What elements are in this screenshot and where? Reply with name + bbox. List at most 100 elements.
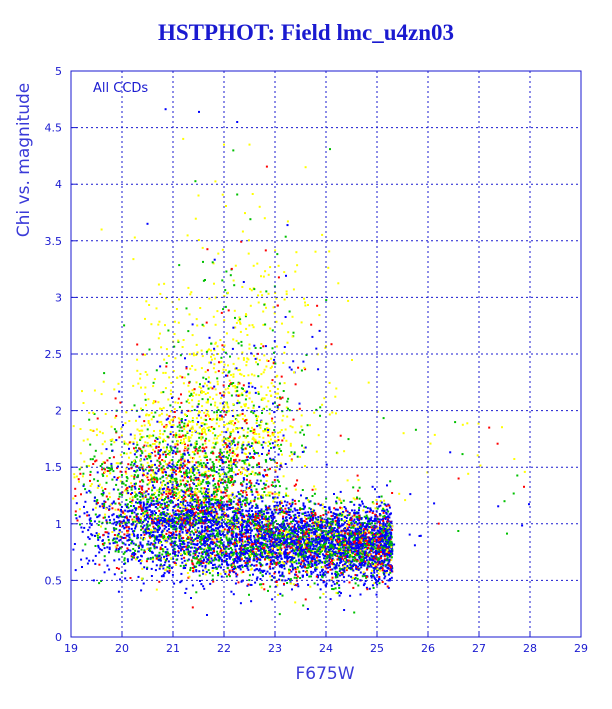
data-point (166, 570, 169, 573)
data-point (389, 521, 392, 524)
data-point (269, 531, 272, 534)
data-point (313, 558, 316, 561)
data-point (308, 575, 311, 578)
data-point (356, 542, 359, 545)
data-point (332, 520, 334, 523)
data-point (262, 544, 264, 547)
data-point (341, 557, 344, 560)
data-point (230, 538, 233, 541)
data-point (198, 570, 201, 573)
data-point (350, 534, 353, 537)
data-point (386, 557, 389, 560)
data-point (181, 561, 184, 564)
data-point (365, 506, 367, 509)
data-point (168, 535, 171, 538)
data-point (331, 562, 334, 565)
data-point (346, 544, 349, 547)
data-point (113, 534, 116, 536)
data-point (208, 549, 211, 552)
data-point (386, 484, 388, 487)
data-point (174, 562, 177, 565)
data-point (331, 550, 334, 553)
data-point (211, 578, 214, 581)
data-point (282, 537, 285, 540)
data-point (180, 549, 182, 552)
data-point (327, 517, 329, 520)
data-point (297, 555, 300, 558)
data-point (268, 551, 271, 553)
data-point (257, 542, 259, 544)
data-point (246, 557, 249, 560)
data-point (376, 569, 379, 572)
data-point (285, 562, 288, 565)
data-point (276, 561, 279, 564)
data-point (213, 498, 216, 501)
data-point (210, 524, 213, 527)
data-point (168, 531, 171, 534)
data-point (356, 523, 359, 526)
data-point (319, 528, 322, 531)
data-point (301, 521, 303, 524)
data-point (84, 500, 87, 503)
data-point (214, 501, 217, 504)
data-point (322, 580, 325, 583)
data-point (133, 534, 136, 536)
data-point (117, 532, 120, 535)
data-point (248, 574, 251, 577)
data-point (192, 570, 195, 572)
data-point (166, 566, 169, 569)
data-point (222, 569, 225, 571)
data-point (162, 567, 165, 570)
data-point (307, 563, 310, 566)
data-point (342, 554, 345, 557)
data-point (376, 567, 379, 570)
data-point (340, 540, 343, 543)
data-point (255, 545, 258, 548)
data-point (385, 534, 388, 537)
data-point (196, 539, 199, 542)
data-point (350, 521, 353, 524)
data-point (370, 539, 373, 542)
data-point (86, 562, 89, 565)
data-point (239, 553, 242, 556)
data-point (214, 527, 217, 530)
data-point (346, 527, 349, 530)
data-point (107, 538, 110, 541)
data-point (342, 523, 345, 526)
data-point (172, 542, 175, 545)
data-point (173, 582, 176, 585)
data-point (299, 518, 302, 521)
data-point (92, 579, 95, 582)
data-point (332, 543, 335, 546)
data-point (206, 538, 208, 541)
data-point (379, 535, 382, 538)
data-point (91, 534, 94, 537)
data-point (226, 525, 229, 528)
data-point (155, 546, 158, 549)
data-point (258, 530, 261, 533)
data-point (374, 522, 377, 525)
data-point (382, 538, 385, 541)
data-point (212, 524, 215, 527)
data-point (373, 543, 376, 546)
data-point (174, 530, 177, 533)
data-point (291, 554, 294, 557)
data-point (181, 537, 183, 540)
data-point (212, 559, 215, 562)
data-point (198, 564, 201, 567)
data-point (298, 549, 301, 552)
data-point (266, 545, 268, 548)
data-point (151, 535, 153, 537)
data-point (130, 500, 133, 503)
data-point (337, 532, 340, 535)
data-point (375, 544, 378, 547)
data-point (76, 519, 79, 522)
data-point (363, 556, 366, 559)
data-point (315, 575, 318, 578)
data-point (365, 516, 368, 519)
data-point (311, 521, 314, 524)
data-point (346, 554, 349, 557)
data-point (390, 552, 392, 555)
data-point (382, 561, 385, 564)
data-point (290, 570, 293, 573)
